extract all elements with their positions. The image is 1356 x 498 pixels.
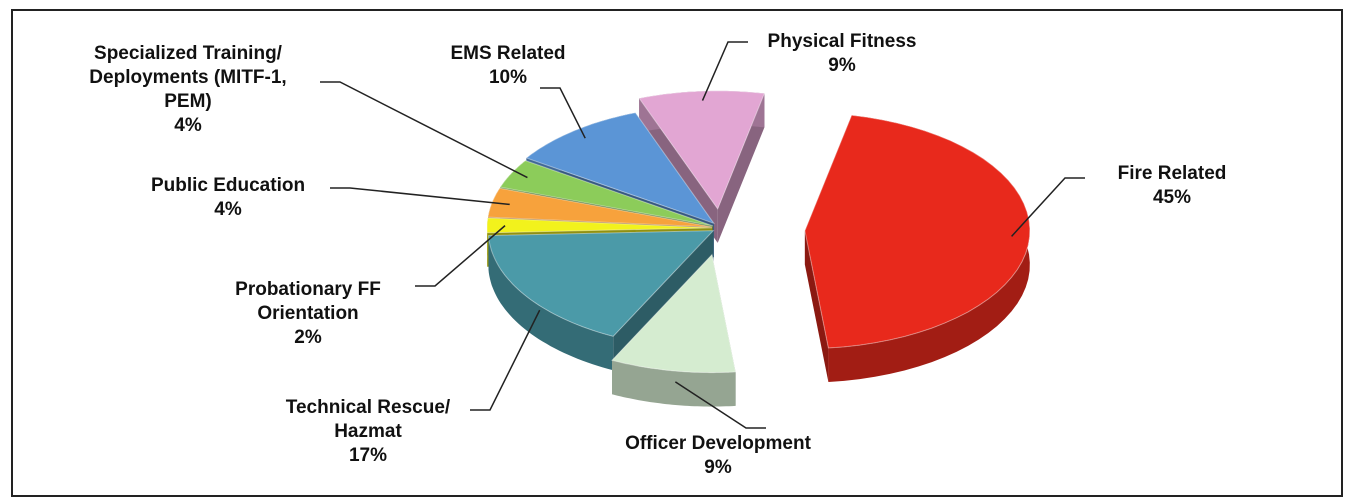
slice-label: Public Education 4% bbox=[113, 174, 343, 222]
slice bbox=[486, 217, 713, 234]
category-label: Technical Rescue/ Hazmat bbox=[285, 397, 451, 442]
slice-label: Technical Rescue/ Hazmat 17% bbox=[263, 396, 473, 468]
slice-label: Specialized Training/ Deployments (MITF-… bbox=[63, 42, 313, 138]
slice-side bbox=[612, 360, 736, 407]
category-label: EMS Related bbox=[450, 43, 566, 64]
slice-edge bbox=[717, 93, 765, 243]
value-label: 2% bbox=[294, 327, 322, 348]
slice bbox=[638, 90, 766, 210]
leader-line bbox=[415, 225, 506, 287]
value-label: 9% bbox=[828, 55, 856, 76]
leader-line bbox=[330, 187, 510, 206]
leader-line bbox=[1011, 177, 1085, 237]
category-label: Physical Fitness bbox=[767, 31, 917, 52]
category-label: Fire Related bbox=[1117, 163, 1227, 184]
category-label: Public Education bbox=[150, 175, 306, 196]
value-label: 4% bbox=[174, 115, 202, 136]
leader-line bbox=[674, 381, 766, 429]
slice-edge bbox=[804, 230, 829, 382]
slice bbox=[611, 253, 737, 374]
slice bbox=[804, 114, 1031, 349]
slice-label: Probationary FF Orientation 2% bbox=[208, 278, 408, 350]
value-label: 10% bbox=[488, 67, 528, 88]
slice-label: Physical Fitness 9% bbox=[732, 30, 952, 78]
slice bbox=[499, 160, 713, 227]
slice bbox=[525, 112, 716, 225]
leader-line bbox=[540, 87, 586, 139]
value-label: 4% bbox=[214, 199, 242, 220]
value-label: 45% bbox=[1152, 187, 1192, 208]
leader-line bbox=[701, 41, 748, 101]
slice-side bbox=[488, 235, 614, 371]
category-label: Probationary FF Orientation bbox=[235, 279, 381, 324]
slice-label: Fire Related 45% bbox=[1072, 162, 1272, 210]
value-label: 9% bbox=[704, 457, 732, 478]
leader-line bbox=[470, 309, 541, 411]
slice-label: Officer Development 9% bbox=[578, 432, 858, 480]
leader-line bbox=[320, 81, 528, 179]
slice-label: EMS Related 10% bbox=[428, 42, 588, 90]
value-label: 17% bbox=[348, 445, 388, 466]
category-label: Specialized Training/ Deployments (MITF-… bbox=[89, 43, 287, 112]
category-label: Officer Development bbox=[625, 433, 811, 454]
slice bbox=[487, 230, 715, 337]
